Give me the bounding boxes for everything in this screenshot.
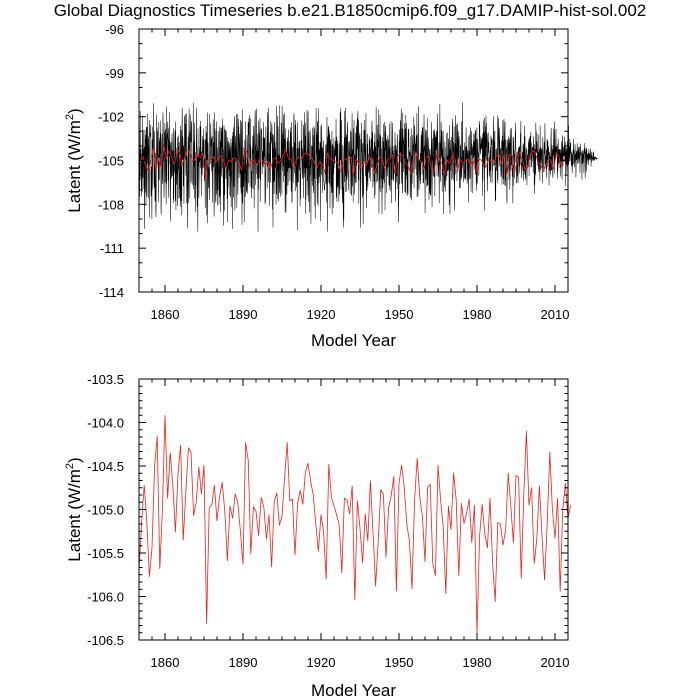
x-tick-label: 2010: [541, 307, 570, 322]
y-tick-label: -105.5: [87, 546, 124, 561]
x-tick-label: 1920: [307, 655, 336, 670]
x-tick-label: 1860: [151, 655, 180, 670]
chart-panel-1: 1860 1890 1920 1950 1980 2010 -114 -111 -108 -105…: [64, 22, 598, 350]
plot-frame: [138, 378, 569, 641]
y-tick-label: -111: [100, 241, 124, 256]
y-tick-label: -106.0: [87, 590, 124, 605]
y-tick-label: -104.0: [87, 416, 124, 431]
x-tick-label: 1860: [151, 307, 180, 322]
x-tick-label: 1980: [463, 655, 492, 670]
y-tick-label: -106.5: [87, 633, 124, 648]
x-tick-label: 2010: [541, 655, 570, 670]
x-tick-label: 1980: [463, 307, 492, 322]
chart-panel-2: 1860 1890 1920 1950 1980 2010 -106.5 -106.0 -105…: [64, 372, 571, 700]
y-axis-title: Latent (W/m2): [64, 108, 84, 212]
x-tick-label: 1950: [385, 655, 414, 670]
x-tick-label: 1890: [229, 307, 258, 322]
y-tick-label: -105.0: [87, 503, 124, 518]
series-line: [138, 102, 598, 232]
x-axis-title: Model Year: [311, 681, 396, 700]
x-tick-label: 1890: [229, 655, 258, 670]
series-line: [139, 144, 565, 181]
y-tick-label: -102: [98, 110, 124, 125]
y-tick-label: -114: [99, 285, 124, 300]
y-tick-label: -99: [105, 66, 124, 81]
y-tick-label: -105: [98, 154, 124, 169]
y-tick-label: -108: [98, 197, 124, 212]
x-tick-label: 1920: [307, 307, 336, 322]
y-tick-label: -104.5: [87, 459, 124, 474]
page-title: Global Diagnostics Timeseries b.e21.B185…: [53, 1, 647, 20]
x-axis-title: Model Year: [311, 331, 396, 350]
x-tick-label: 1950: [385, 307, 414, 322]
series-line: [138, 415, 571, 634]
y-tick-label: -96: [105, 22, 124, 37]
y-tick-label: -103.5: [87, 372, 124, 387]
y-axis-title: Latent (W/m2): [64, 457, 84, 561]
